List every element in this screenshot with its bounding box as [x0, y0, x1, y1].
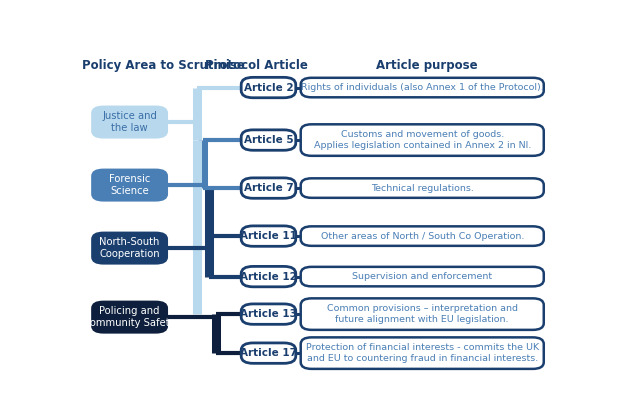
Text: Article 2: Article 2: [244, 83, 293, 93]
Text: Article 7: Article 7: [244, 183, 293, 193]
Text: Customs and movement of goods.
Applies legislation contained in Annex 2 in NI.: Customs and movement of goods. Applies l…: [314, 131, 531, 150]
FancyBboxPatch shape: [301, 124, 544, 156]
FancyBboxPatch shape: [301, 298, 544, 330]
FancyBboxPatch shape: [301, 178, 544, 198]
FancyBboxPatch shape: [301, 226, 544, 246]
Text: North-South
Cooperation: North-South Cooperation: [99, 237, 160, 259]
Text: Policy Area to Scrutinise: Policy Area to Scrutinise: [83, 59, 245, 72]
FancyBboxPatch shape: [301, 337, 544, 369]
Text: Protection of financial interests - commits the UK
and EU to countering fraud in: Protection of financial interests - comm…: [306, 344, 539, 363]
Text: Justice and
the law: Justice and the law: [102, 111, 157, 133]
FancyBboxPatch shape: [241, 266, 296, 287]
FancyBboxPatch shape: [241, 77, 296, 98]
FancyBboxPatch shape: [91, 168, 168, 201]
Text: Article 5: Article 5: [244, 135, 293, 145]
FancyBboxPatch shape: [241, 130, 296, 150]
Text: Common provisions – interpretation and
future alignment with EU legislation.: Common provisions – interpretation and f…: [327, 304, 518, 324]
Text: Article purpose: Article purpose: [376, 59, 478, 72]
FancyBboxPatch shape: [241, 226, 296, 246]
FancyBboxPatch shape: [241, 343, 296, 363]
Text: Article 13: Article 13: [240, 309, 297, 319]
Text: Forensic
Science: Forensic Science: [109, 174, 150, 196]
FancyBboxPatch shape: [91, 106, 168, 138]
Text: Article 17: Article 17: [240, 348, 297, 358]
FancyBboxPatch shape: [91, 231, 168, 265]
FancyBboxPatch shape: [91, 301, 168, 334]
Text: Policing and
Community Safety: Policing and Community Safety: [83, 306, 176, 328]
FancyBboxPatch shape: [241, 178, 296, 198]
Text: Rights of individuals (also Annex 1 of the Protocol).: Rights of individuals (also Annex 1 of t…: [301, 83, 543, 92]
FancyBboxPatch shape: [301, 267, 544, 286]
Text: Other areas of North / South Co Operation.: Other areas of North / South Co Operatio…: [321, 231, 524, 241]
Text: Article 12: Article 12: [240, 271, 297, 281]
Text: Article 11: Article 11: [240, 231, 297, 241]
Text: Protocol Article: Protocol Article: [205, 59, 307, 72]
Text: Technical regulations.: Technical regulations.: [371, 183, 474, 193]
Text: Supervision and enforcement: Supervision and enforcement: [352, 272, 492, 281]
FancyBboxPatch shape: [241, 304, 296, 324]
FancyBboxPatch shape: [301, 78, 544, 97]
